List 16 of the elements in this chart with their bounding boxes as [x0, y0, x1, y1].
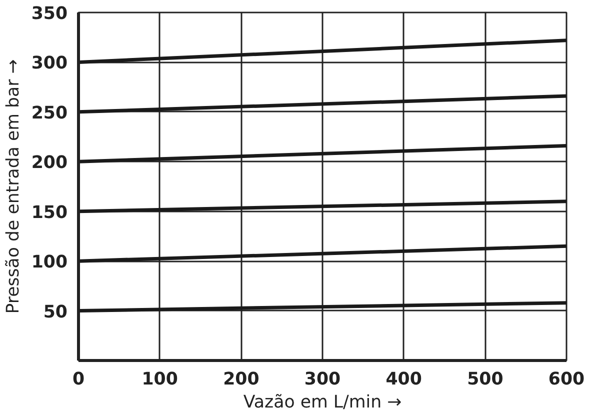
x-tick-label: 500	[467, 370, 504, 390]
y-tick-label: 350	[31, 4, 68, 24]
x-tick-label: 100	[142, 370, 178, 390]
x-tick-label: 200	[223, 370, 260, 390]
y-tick-label: 200	[31, 153, 68, 174]
x-tick-label: 400	[386, 370, 422, 390]
y-tick-label: 50	[43, 302, 68, 322]
y-tick-label: 100	[31, 252, 68, 273]
y-tick-label: 250	[31, 103, 68, 124]
y-tick-label: 150	[31, 202, 68, 223]
y-axis-title: Pressão de entrada em bar →	[3, 59, 24, 314]
y-tick-label: 300	[31, 54, 68, 74]
x-tick-label: 300	[304, 370, 341, 390]
x-tick-label: 0	[72, 370, 85, 390]
x-tick-label: 600	[548, 370, 585, 390]
x-axis-title: Vazão em L/min →	[243, 392, 402, 412]
